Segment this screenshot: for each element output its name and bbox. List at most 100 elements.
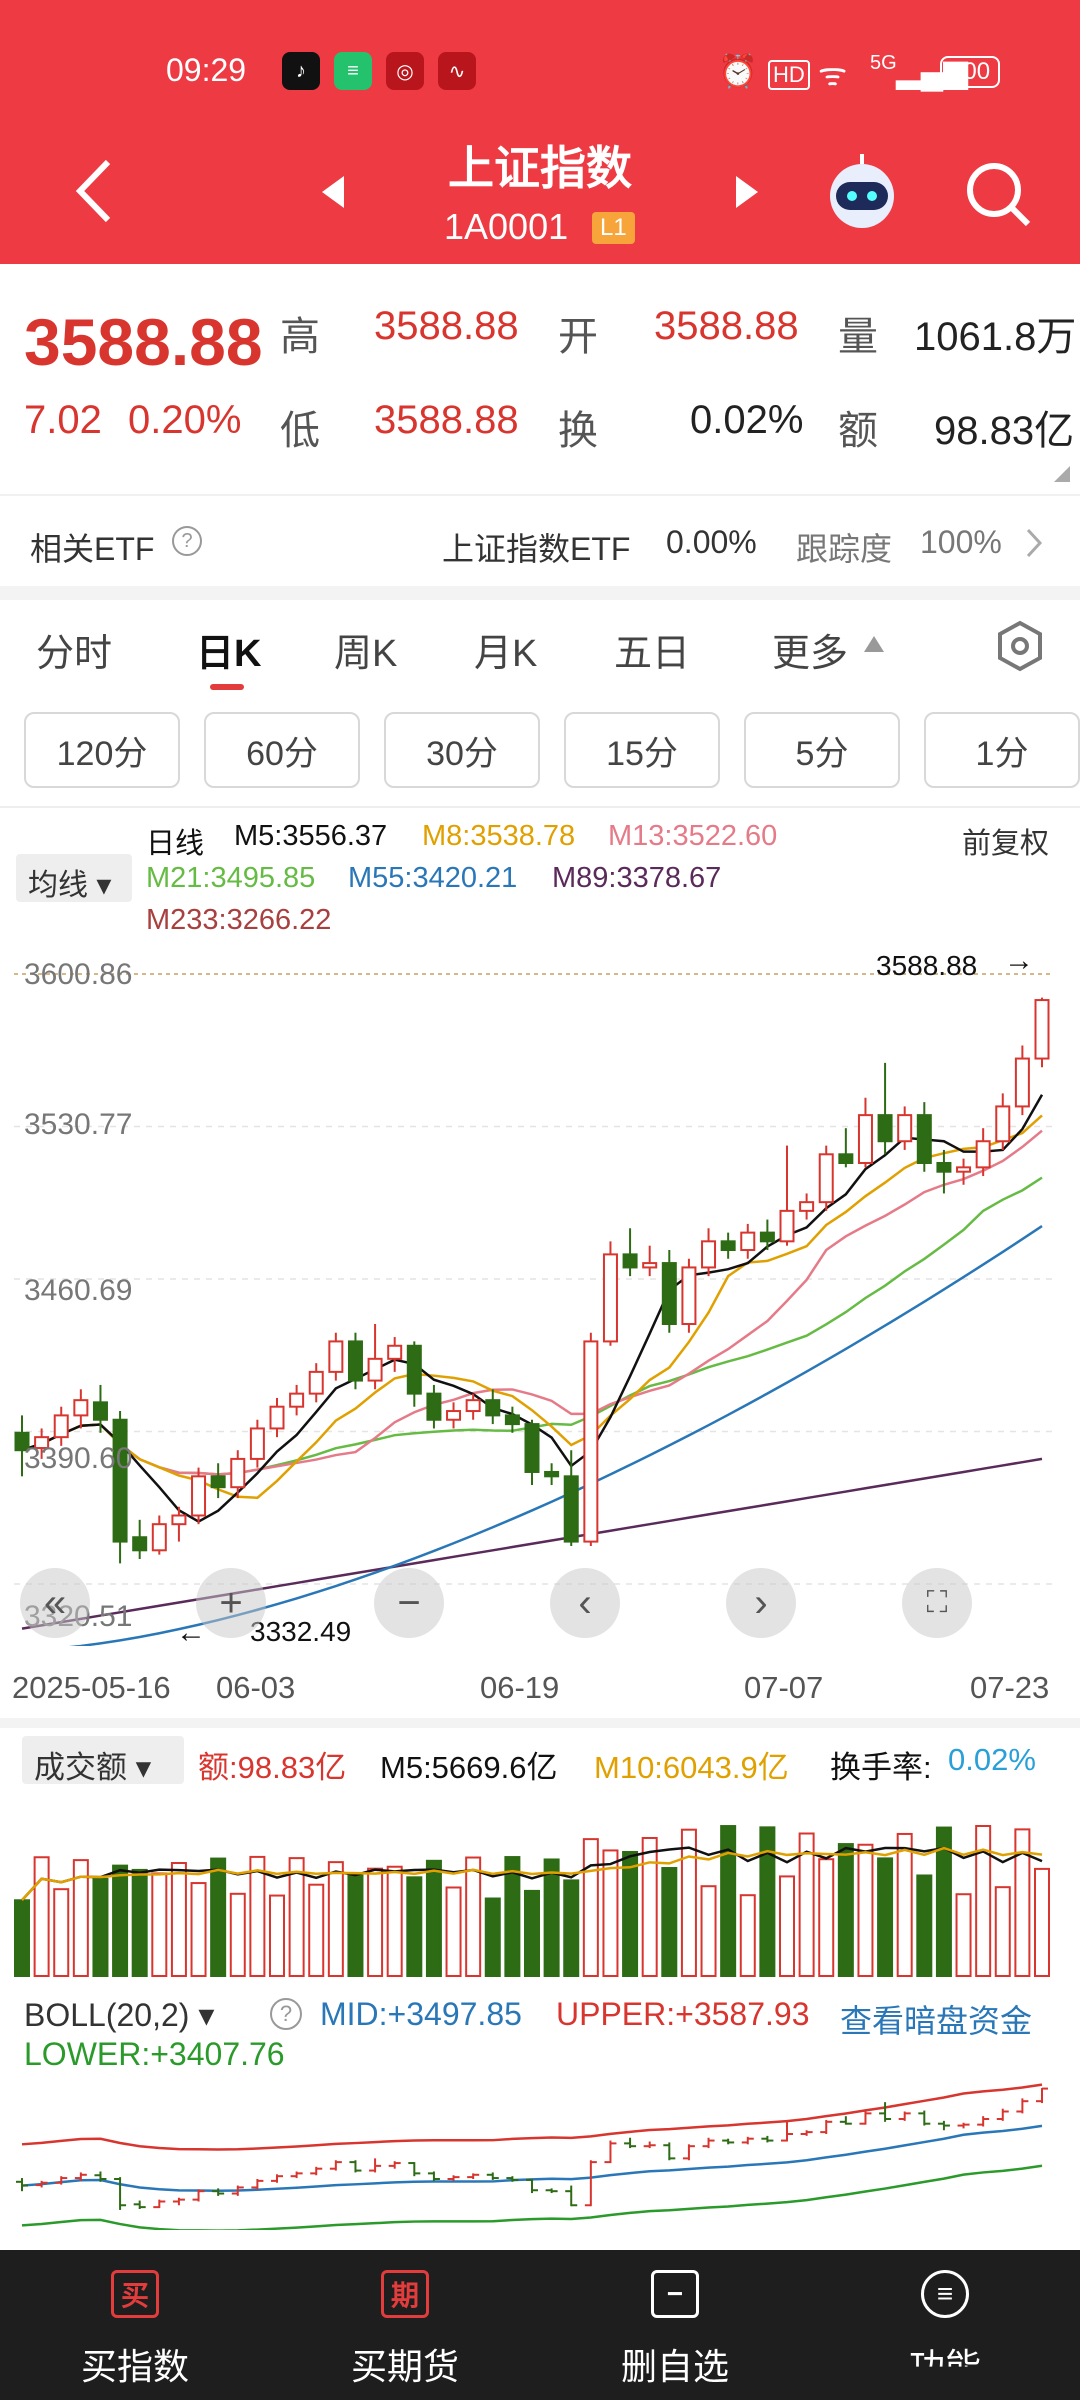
- candle-body: [191, 1475, 207, 1517]
- volume-bar: [504, 1856, 521, 1977]
- signal-icon: ▂▄▆: [896, 53, 968, 89]
- kline-chart[interactable]: [14, 946, 1068, 1646]
- candle-body: [289, 1392, 305, 1408]
- related-etf-row[interactable]: 相关ETF ? 上证指数ETF 0.00% 跟踪度 100%: [0, 494, 1080, 586]
- candle-body: [799, 1201, 815, 1212]
- volume-bar: [1034, 1867, 1050, 1977]
- volume-bar: [622, 1850, 639, 1977]
- candle-body: [504, 1414, 520, 1426]
- ma89-legend: M89:3378.67: [552, 862, 722, 894]
- candle-body: [720, 1240, 736, 1252]
- period-30min-button[interactable]: 30分: [384, 712, 540, 788]
- x-axis-label: 06-19: [480, 1670, 560, 1705]
- volume-m10: M10:6043.9亿: [594, 1750, 789, 1785]
- volume-bar: [210, 1857, 227, 1977]
- volume-bar: [484, 1897, 501, 1977]
- fullscreen-icon[interactable]: ⛶: [902, 1568, 972, 1638]
- turnover-rate-label: 换手率:: [830, 1750, 932, 1785]
- volume-bar: [857, 1843, 874, 1977]
- dark-pool-link[interactable]: 查看暗盘资金: [840, 2003, 1033, 2039]
- buy-index-button[interactable]: 买 买指数: [0, 2250, 270, 2400]
- divider: [0, 806, 1080, 808]
- candle-body: [877, 1114, 893, 1143]
- remove-watchlist-button[interactable]: − 删自选: [540, 2250, 810, 2400]
- period-15min-button[interactable]: 15分: [564, 712, 720, 788]
- volume-bar: [543, 1858, 560, 1977]
- search-icon[interactable]: [964, 160, 1034, 230]
- adjust-label[interactable]: 前复权: [962, 828, 1050, 860]
- status-time: 09:29: [166, 52, 247, 88]
- volume-bar: [131, 1868, 148, 1977]
- open-value: 3588.88: [654, 304, 799, 348]
- scroll-right-icon[interactable]: ›: [726, 1568, 796, 1638]
- volume-bar: [916, 1874, 933, 1977]
- tab-monthly-k[interactable]: 月K: [474, 633, 538, 675]
- candle-body: [249, 1427, 265, 1460]
- candle-body: [269, 1405, 285, 1430]
- zoom-in-icon[interactable]: +: [196, 1568, 266, 1638]
- robot-assistant-icon[interactable]: [822, 152, 902, 232]
- back-icon[interactable]: [70, 156, 120, 226]
- candle-body: [53, 1414, 69, 1439]
- period-120min-button[interactable]: 120分: [24, 712, 180, 788]
- prev-stock-icon[interactable]: [318, 172, 348, 212]
- candle-body: [92, 1401, 108, 1421]
- volume-bar: [229, 1892, 246, 1977]
- volume-bar: [33, 1856, 50, 1977]
- volume-bar: [720, 1825, 737, 1978]
- candle-body: [308, 1370, 324, 1395]
- candle-body: [485, 1399, 501, 1417]
- volume-bar: [877, 1857, 894, 1977]
- period-1min-button[interactable]: 1分: [924, 712, 1080, 788]
- candle-body: [230, 1457, 246, 1489]
- alarm-icon: ⏰: [718, 53, 758, 89]
- candle-body: [171, 1514, 187, 1526]
- active-tab-indicator: [210, 684, 244, 690]
- ma-selector[interactable]: 均线 ▾: [16, 854, 132, 902]
- battery-indicator: 100: [940, 56, 1001, 88]
- boll-help-icon[interactable]: ?: [270, 1998, 302, 2030]
- candle-body: [936, 1161, 952, 1173]
- boll-selector[interactable]: BOLL(20,2) ▾: [24, 1997, 215, 2033]
- ma21-legend: M21:3495.85: [146, 862, 316, 894]
- volume-selector[interactable]: 成交额 ▾: [22, 1736, 184, 1785]
- help-icon[interactable]: ?: [172, 526, 202, 556]
- volume-bar: [524, 1889, 540, 1977]
- next-stock-icon[interactable]: [732, 172, 762, 212]
- tab-weekly-k[interactable]: 周K: [334, 633, 398, 675]
- volume-bar: [288, 1857, 305, 1977]
- tab-intraday[interactable]: 分时: [36, 633, 113, 675]
- boll-chart[interactable]: [14, 2074, 1068, 2230]
- settings-hexagon-icon[interactable]: [994, 620, 1046, 672]
- volume-chart[interactable]: [14, 1790, 1068, 1980]
- buy-futures-button[interactable]: 期 买期货: [270, 2250, 540, 2400]
- candle-body: [524, 1423, 540, 1473]
- period-60min-button[interactable]: 60分: [204, 712, 360, 788]
- candle-body: [34, 1436, 50, 1450]
- volume-bar: [975, 1825, 992, 1977]
- x-axis-label: 07-23: [970, 1670, 1050, 1705]
- last-price: 3588.88: [24, 305, 263, 379]
- tab-five-day[interactable]: 五日: [614, 633, 691, 675]
- quote-panel: 3588.88 7.02 0.20% 高 3588.88 开 3588.88 量…: [0, 264, 1080, 494]
- zoom-out-icon[interactable]: −: [374, 1568, 444, 1638]
- volume-bar: [818, 1858, 835, 1977]
- volume-bar: [308, 1883, 325, 1977]
- volume-bar: [445, 1886, 462, 1977]
- candle-body: [14, 1431, 30, 1452]
- volume-bar: [700, 1885, 717, 1977]
- candle-body: [1014, 1057, 1030, 1108]
- candle-body: [995, 1105, 1011, 1143]
- buy-icon: 买: [111, 2270, 159, 2318]
- y-axis-label-top: 3600.86: [24, 958, 133, 991]
- candle-body: [838, 1153, 854, 1164]
- functions-button[interactable]: ≡ 功能: [810, 2250, 1080, 2400]
- volume-bar: [837, 1843, 854, 1978]
- tab-more[interactable]: 更多: [772, 633, 849, 675]
- volume-bar: [269, 1894, 285, 1977]
- scroll-left-icon[interactable]: ‹: [550, 1568, 620, 1638]
- tab-daily-k[interactable]: 日K: [196, 633, 262, 675]
- period-5min-button[interactable]: 5分: [744, 712, 900, 788]
- expand-corner-icon[interactable]: [1052, 464, 1072, 484]
- rewind-icon[interactable]: «: [20, 1568, 90, 1638]
